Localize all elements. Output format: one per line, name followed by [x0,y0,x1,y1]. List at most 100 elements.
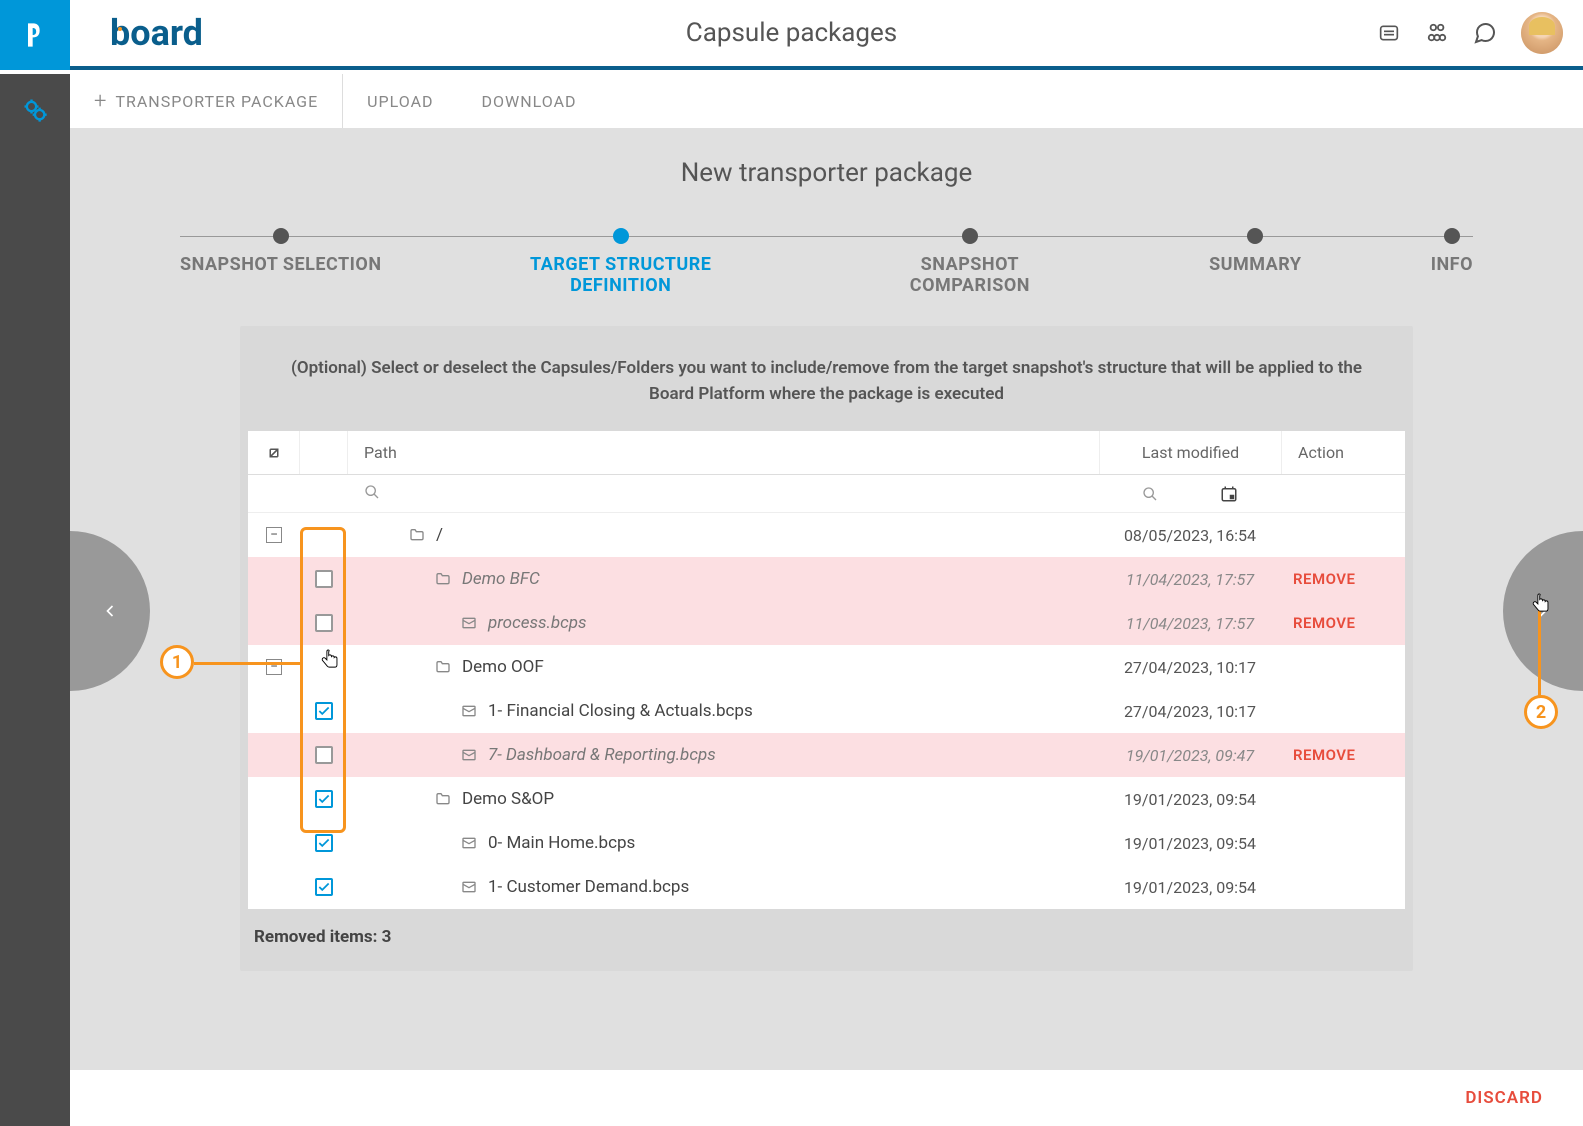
stepper-dot [962,228,978,244]
file-icon [460,703,478,719]
folder-icon [434,791,452,807]
row-path: 1- Financial Closing & Actuals.bcps [348,701,1099,721]
annotation-callout-1: 1 [160,645,194,679]
stepper-label: SNAPSHOT COMPARISON [860,254,1080,296]
folder-icon [408,527,426,543]
row-path: Demo S&OP [348,789,1099,809]
tree-toggle-icon[interactable]: − [266,527,282,543]
table-row[interactable]: −Demo OOF27/04/2023, 10:17 [248,645,1405,689]
stepper-dot [273,228,289,244]
top-header: board Capsule packages [0,0,1583,70]
page-title: Capsule packages [686,18,897,48]
brand-logo: board [110,12,203,54]
checkbox[interactable] [315,746,333,764]
row-path: Demo BFC [348,569,1099,589]
checkbox[interactable] [315,570,333,588]
cursor-hand-icon [320,648,342,674]
bottom-bar: DISCARD [70,1070,1583,1126]
row-modified: 08/05/2023, 16:54 [1099,526,1281,545]
main-area: + TRANSPORTER PACKAGE UPLOAD DOWNLOAD Ne… [70,74,1583,1126]
row-path: 0- Main Home.bcps [348,833,1099,853]
table-row[interactable]: 1- Customer Demand.bcps19/01/2023, 09:54 [248,865,1405,909]
row-modified: 19/01/2023, 09:54 [1099,834,1281,853]
row-modified: 19/01/2023, 09:54 [1099,790,1281,809]
discard-button[interactable]: DISCARD [1465,1088,1543,1108]
user-avatar[interactable] [1521,12,1563,54]
folder-icon [434,571,452,587]
toolbar-label: UPLOAD [367,92,433,111]
content: New transporter package SNAPSHOT SELECTI… [70,128,1583,1001]
row-path: 7- Dashboard & Reporting.bcps [348,745,1099,765]
file-icon [460,879,478,895]
row-path: process.bcps [348,613,1099,633]
table-row[interactable]: Demo S&OP19/01/2023, 09:54 [248,777,1405,821]
settings-icon[interactable] [19,94,51,126]
upload-button[interactable]: UPLOAD [343,74,457,128]
checkbox[interactable] [315,614,333,632]
stepper-dot [1247,228,1263,244]
new-transporter-package-button[interactable]: + TRANSPORTER PACKAGE [94,74,343,128]
toolbar: + TRANSPORTER PACKAGE UPLOAD DOWNLOAD [70,74,1583,128]
header-icons [1377,12,1563,54]
row-modified: 11/04/2023, 17:57 [1099,614,1281,633]
row-modified: 11/04/2023, 17:57 [1099,570,1281,589]
table-row[interactable]: Demo BFC11/04/2023, 17:57REMOVE [248,557,1405,601]
row-modified: 27/04/2023, 10:17 [1099,658,1281,677]
column-path[interactable]: Path [348,443,1099,462]
table-filter-row [248,475,1405,513]
row-action[interactable]: REMOVE [1281,570,1405,588]
app-logo-icon [21,21,49,49]
row-path: Demo OOF [348,657,1099,677]
calendar-icon[interactable] [1220,485,1238,503]
page-subtitle: New transporter package [110,158,1543,188]
file-icon [460,615,478,631]
stepper-item[interactable]: TARGET STRUCTURE DEFINITION [511,228,731,296]
stepper-label: INFO [1431,254,1473,275]
table-row[interactable]: 0- Main Home.bcps19/01/2023, 09:54 [248,821,1405,865]
row-modified: 19/01/2023, 09:54 [1099,878,1281,897]
stepper-label: SUMMARY [1209,254,1301,275]
table-header: Path Last modified Action [248,431,1405,475]
checkbox[interactable] [315,702,333,720]
row-path: 1- Customer Demand.bcps [348,877,1099,897]
folder-icon [434,659,452,675]
table-row[interactable]: 1- Financial Closing & Actuals.bcps27/04… [248,689,1405,733]
app-logo-tile[interactable] [0,0,70,70]
cursor-hand-icon [1531,592,1553,618]
stepper-item[interactable]: SUMMARY [1209,228,1301,296]
search-icon[interactable] [364,484,380,500]
row-path: / [348,525,1099,545]
column-action[interactable]: Action [1281,431,1405,474]
stepper-item[interactable]: SNAPSHOT COMPARISON [860,228,1080,296]
checkbox[interactable] [315,790,333,808]
column-modified[interactable]: Last modified [1099,431,1281,474]
stepper-item[interactable]: INFO [1431,228,1473,296]
people-icon[interactable] [1425,21,1449,45]
row-modified: 27/04/2023, 10:17 [1099,702,1281,721]
chevron-left-icon [100,595,120,627]
table-row[interactable]: process.bcps11/04/2023, 17:57REMOVE [248,601,1405,645]
panel: (Optional) Select or deselect the Capsul… [240,326,1413,971]
row-action[interactable]: REMOVE [1281,614,1405,632]
checkbox[interactable] [315,834,333,852]
stepper-label: SNAPSHOT SELECTION [180,254,382,275]
stepper-dot [1444,228,1460,244]
left-sidebar [0,74,70,1126]
card-icon[interactable] [1377,21,1401,45]
table-row[interactable]: − /08/05/2023, 16:54 [248,513,1405,557]
download-button[interactable]: DOWNLOAD [458,74,601,128]
stepper-item[interactable]: SNAPSHOT SELECTION [180,228,382,296]
stepper-dot [613,228,629,244]
stepper: SNAPSHOT SELECTION TARGET STRUCTURE DEFIN… [180,228,1473,296]
checkbox[interactable] [315,878,333,896]
search-icon[interactable] [1142,486,1158,502]
removed-summary: Removed items: 3 [240,909,1413,947]
table-row[interactable]: 7- Dashboard & Reporting.bcps19/01/2023,… [248,733,1405,777]
chat-icon[interactable] [1473,21,1497,45]
annotation-line [194,662,301,665]
file-icon [460,747,478,763]
row-action[interactable]: REMOVE [1281,746,1405,764]
row-modified: 19/01/2023, 09:47 [1099,746,1281,765]
toolbar-label: DOWNLOAD [482,92,577,111]
expand-all-icon[interactable] [248,431,300,474]
